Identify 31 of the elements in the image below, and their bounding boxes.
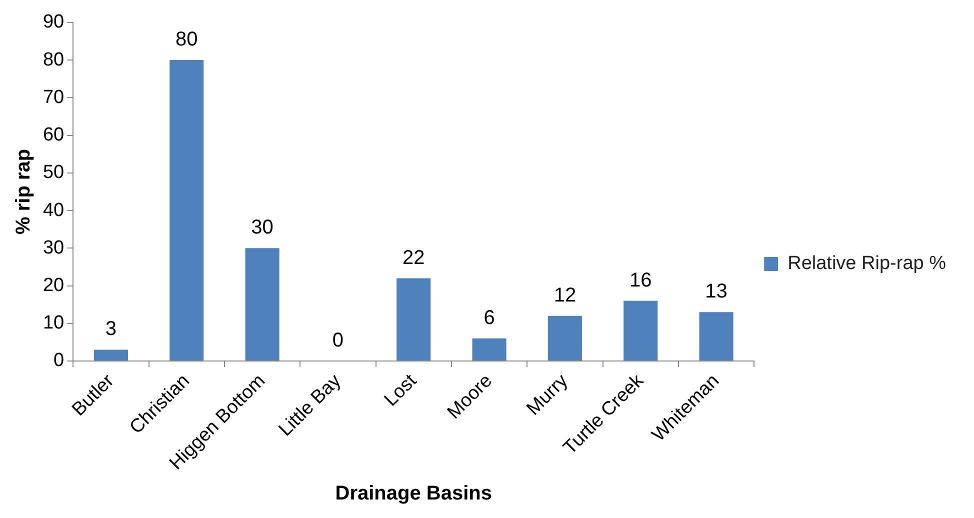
data-label: 80 (176, 28, 198, 51)
bar (548, 316, 582, 361)
data-label: 0 (332, 330, 344, 352)
y-tick-label: 0 (54, 350, 64, 372)
y-axis-title: % rip rap (12, 148, 35, 234)
y-tick-label: 10 (42, 312, 64, 334)
bar (170, 60, 204, 361)
bar (624, 300, 658, 361)
x-tick-label: Lost (380, 370, 422, 411)
bar (472, 338, 506, 361)
y-tick-label: 80 (42, 49, 64, 70)
y-tick-label: 90 (42, 12, 64, 33)
data-label: 16 (629, 269, 652, 292)
bar (396, 278, 431, 361)
data-label: 13 (705, 280, 728, 303)
y-tick-label: 50 (42, 162, 64, 184)
y-tick-label: 40 (42, 200, 64, 221)
data-label: 6 (484, 306, 495, 329)
y-tick-label: 70 (42, 86, 64, 108)
y-tick-label: 30 (42, 237, 64, 258)
y-tick-label: 20 (42, 274, 64, 296)
x-axis-title: Drainage Basins (335, 482, 492, 505)
data-label: 12 (554, 284, 576, 306)
data-label: 22 (402, 246, 425, 269)
data-label: 30 (251, 216, 274, 239)
bar (245, 248, 280, 361)
bar (699, 312, 734, 361)
data-label: 3 (105, 318, 117, 340)
y-tick-label: 60 (42, 124, 64, 146)
legend-label: Relative Rip-rap % (788, 253, 946, 274)
bar (94, 350, 128, 361)
